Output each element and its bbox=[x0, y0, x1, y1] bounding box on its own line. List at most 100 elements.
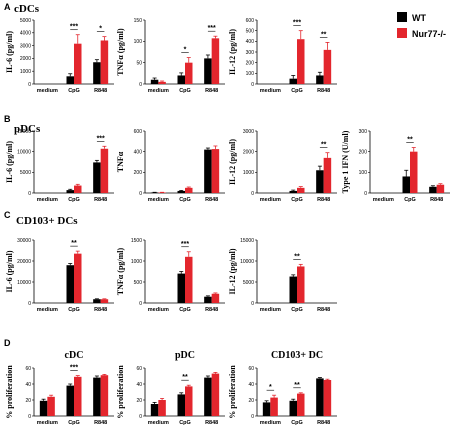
x-category-label: medium bbox=[148, 307, 169, 313]
x-category-label: medium bbox=[37, 197, 58, 203]
y-tick-label: 60 bbox=[248, 366, 254, 372]
y-tick-label: 300 bbox=[246, 50, 255, 56]
y-axis-label: % proliferation bbox=[228, 365, 237, 419]
y-tick-label: 0 bbox=[139, 414, 142, 420]
y-tick-label: 2000 bbox=[20, 56, 31, 62]
y-axis-label: TNFα (pg/ml) bbox=[116, 28, 125, 76]
y-tick-label: 10000 bbox=[240, 259, 254, 265]
chart-panel: 0 1000 2000 3000 IL-12 (pg/ml) medium CpG R848 *… bbox=[228, 129, 337, 203]
row-title-cd103-dcs: CD103+ DCs bbox=[16, 215, 78, 227]
x-category-label: CpG bbox=[68, 88, 80, 94]
y-tick-label: 1000 bbox=[20, 69, 31, 75]
x-category-label: CpG bbox=[68, 197, 80, 203]
bar-wt bbox=[66, 190, 74, 193]
y-tick-label: 15000 bbox=[240, 238, 254, 244]
x-category-label: medium bbox=[37, 88, 58, 94]
bar-wt bbox=[316, 75, 324, 84]
bar-nur77 bbox=[158, 400, 166, 416]
y-tick-label: 1000 bbox=[243, 170, 254, 176]
bar-wt bbox=[204, 377, 212, 416]
x-category-label: R848 bbox=[205, 197, 218, 203]
bar-nur77 bbox=[323, 49, 332, 84]
significance-label: ** bbox=[407, 137, 413, 144]
y-axis-label: IL-6 (pg/ml) bbox=[5, 31, 14, 73]
significance-label: ** bbox=[321, 31, 327, 38]
x-category-label: R848 bbox=[205, 88, 218, 94]
y-tick-label: 0 bbox=[139, 82, 142, 88]
bar-wt bbox=[289, 276, 297, 303]
significance-label: * bbox=[269, 384, 272, 391]
y-tick-label: 20000 bbox=[17, 259, 31, 265]
y-tick-label: 0 bbox=[251, 414, 254, 420]
bar-nur77 bbox=[158, 192, 166, 193]
y-axis-label: TNFα bbox=[116, 151, 125, 172]
panel-letter-a: A bbox=[4, 2, 11, 12]
significance-label: ** bbox=[321, 142, 327, 149]
y-tick-label: 0 bbox=[28, 82, 31, 88]
y-tick-label: 300 bbox=[359, 129, 368, 135]
x-category-label: medium bbox=[37, 307, 58, 313]
x-category-label: R848 bbox=[317, 307, 330, 313]
x-category-label: medium bbox=[148, 197, 169, 203]
y-tick-label: 5000 bbox=[20, 170, 31, 176]
bar-nur77 bbox=[211, 149, 220, 193]
y-tick-label: 0 bbox=[28, 301, 31, 307]
y-tick-label: 200 bbox=[134, 170, 143, 176]
y-tick-label: 5000 bbox=[243, 280, 254, 286]
x-category-label: R848 bbox=[94, 307, 107, 313]
row-title-cdcs: cDCs bbox=[14, 3, 40, 15]
panel-letter-c: C bbox=[4, 210, 11, 220]
x-category-label: medium bbox=[148, 88, 169, 94]
significance-label: * bbox=[99, 26, 102, 33]
bar-wt bbox=[93, 299, 101, 303]
bar-nur77 bbox=[158, 81, 166, 84]
chart-panel: 0 1000 2000 3000 4000 5000 IL-6 (pg/ml) medium C… bbox=[5, 18, 114, 94]
x-category-label: R848 bbox=[317, 420, 330, 426]
significance-label: *** bbox=[181, 241, 189, 248]
x-category-label: R848 bbox=[94, 197, 107, 203]
y-tick-label: 20 bbox=[248, 398, 254, 404]
y-tick-label: 0 bbox=[139, 301, 142, 307]
x-category-label: R848 bbox=[205, 420, 218, 426]
x-category-label: CpG bbox=[68, 307, 80, 313]
bar-wt bbox=[429, 186, 437, 193]
significance-label: *** bbox=[70, 365, 78, 372]
chart-panel: 0 200 400 600 TNFα medium CpG R848 bbox=[116, 129, 225, 203]
x-category-label: CpG bbox=[291, 420, 303, 426]
bar-nur77 bbox=[185, 187, 193, 193]
y-tick-label: 500 bbox=[134, 280, 143, 286]
y-tick-label: 60 bbox=[25, 366, 31, 372]
x-category-label: medium bbox=[260, 307, 281, 313]
bar-wt bbox=[93, 62, 101, 84]
x-category-label: CpG bbox=[291, 197, 303, 203]
chart-panel: 0 20 40 60 % proliferation CD103+ DC medium CpG… bbox=[228, 350, 337, 426]
legend-swatch-wt bbox=[397, 12, 407, 22]
bar-wt bbox=[262, 402, 271, 416]
y-axis-label: % proliferation bbox=[116, 365, 125, 419]
significance-label: *** bbox=[208, 25, 216, 32]
bar-wt bbox=[289, 400, 297, 416]
chart-panel: 0 100 200 300 Type 1 IFN (U/ml) medium CpG R848… bbox=[341, 129, 450, 203]
bar-wt bbox=[66, 76, 74, 84]
bar-wt bbox=[150, 79, 159, 84]
y-tick-label: 20 bbox=[136, 398, 142, 404]
x-category-label: medium bbox=[260, 197, 281, 203]
bar-nur77 bbox=[74, 376, 82, 416]
bar-nur77 bbox=[410, 151, 418, 193]
chart-panel: 0 100 200 300 400 500 600 IL-12 (pg/ml) medium Cp… bbox=[228, 18, 337, 94]
bar-nur77 bbox=[323, 380, 332, 416]
x-category-label: CpG bbox=[179, 197, 191, 203]
chart-panel: 0 20 40 60 % proliferation pDC medium CpG R848 ** bbox=[116, 350, 225, 426]
bar-nur77 bbox=[297, 39, 305, 84]
y-tick-label: 100 bbox=[246, 71, 255, 77]
bar-wt bbox=[93, 377, 101, 416]
bar-wt bbox=[150, 192, 159, 193]
bar-nur77 bbox=[211, 373, 220, 416]
x-category-label: R848 bbox=[430, 197, 443, 203]
significance-label: ** bbox=[294, 382, 300, 389]
legend-label-wt: WT bbox=[412, 13, 426, 23]
